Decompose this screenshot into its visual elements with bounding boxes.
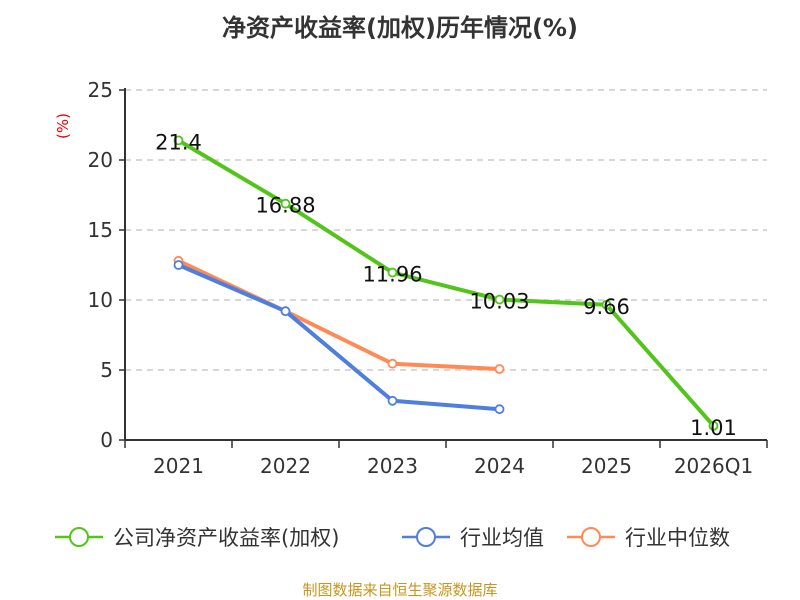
legend-label: 行业均值 xyxy=(460,526,544,550)
y-tick-label: 15 xyxy=(88,218,113,242)
series-line xyxy=(177,138,715,428)
chart-title: 净资产收益率(加权)历年情况(%) xyxy=(222,14,578,42)
data-label: 16.88 xyxy=(255,194,315,218)
data-label: 21.4 xyxy=(155,130,202,154)
data-point xyxy=(601,299,612,310)
x-tick-label: 2026Q1 xyxy=(674,454,753,478)
y-tick-label: 0 xyxy=(100,428,113,452)
data-point xyxy=(387,267,398,278)
y-tick-label: 25 xyxy=(88,78,113,102)
data-point xyxy=(173,260,184,270)
legend-label: 公司净资产收益率(加权) xyxy=(113,526,339,550)
x-tick-label: 2021 xyxy=(153,454,204,478)
data-point xyxy=(494,404,505,415)
data-label: 11.96 xyxy=(362,263,422,287)
data-point xyxy=(494,294,505,305)
x-tick-label: 2025 xyxy=(581,454,632,478)
series-line xyxy=(177,258,500,372)
data-point xyxy=(280,198,291,209)
data-label: 10.03 xyxy=(469,290,529,314)
series-line xyxy=(177,263,500,412)
data-label: 9.66 xyxy=(583,295,630,319)
x-tick-label: 2023 xyxy=(367,454,418,478)
x-tick-label: 2022 xyxy=(260,454,311,478)
data-point xyxy=(173,135,184,146)
legend-marker-icon xyxy=(416,527,436,547)
y-tick-label: 20 xyxy=(88,148,113,172)
y-axis-label: (%) xyxy=(54,113,72,139)
source-note: 制图数据来自恒生聚源数据库 xyxy=(302,581,498,599)
data-point xyxy=(387,358,398,369)
data-point xyxy=(708,420,719,431)
y-tick-label: 10 xyxy=(88,288,113,312)
data-point xyxy=(387,395,398,406)
data-label: 1.01 xyxy=(690,416,737,440)
legend-marker-icon xyxy=(69,527,89,547)
data-point xyxy=(280,306,291,317)
y-tick-label: 5 xyxy=(100,358,113,382)
legend-marker-icon xyxy=(581,527,601,547)
legend-label: 行业中位数 xyxy=(625,526,730,550)
x-tick-label: 2024 xyxy=(474,454,525,478)
data-point xyxy=(494,364,505,374)
